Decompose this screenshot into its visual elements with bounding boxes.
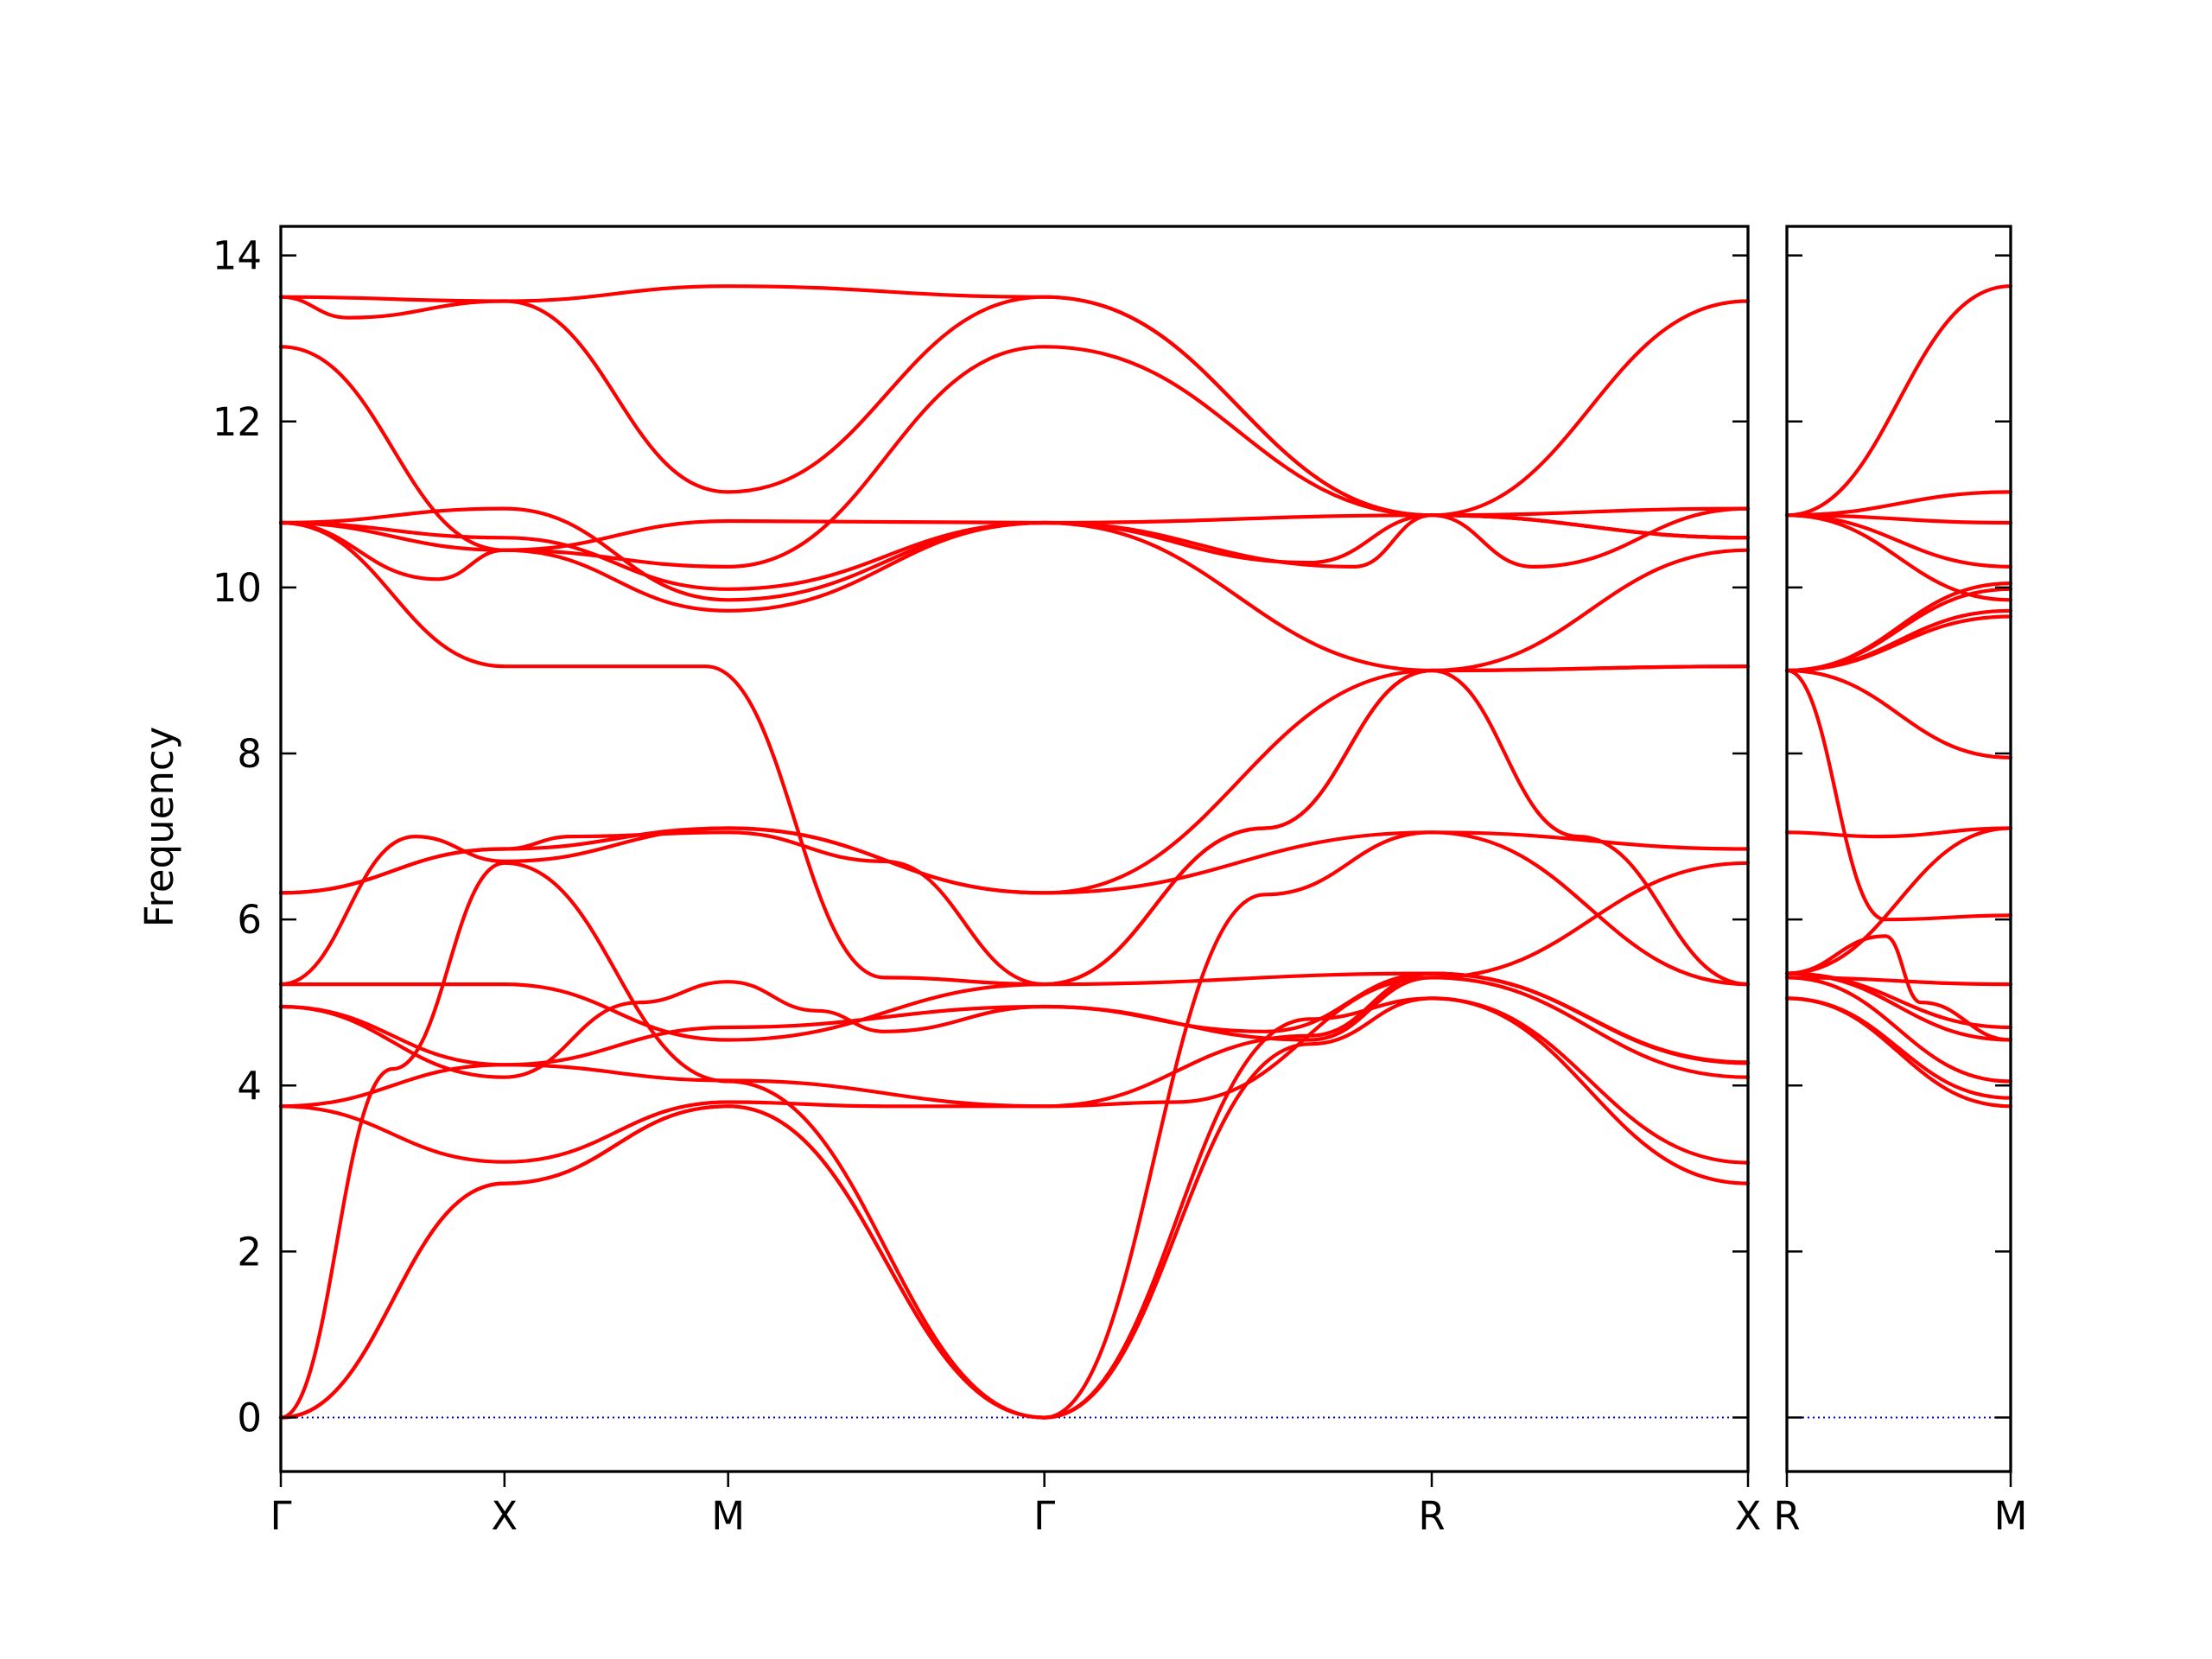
y-tick-label: 12: [213, 399, 262, 445]
y-tick-label: 8: [237, 731, 262, 777]
band-line-1: [1784, 996, 2013, 1109]
band-line-19: [278, 284, 1751, 540]
band-line-5: [1784, 971, 2013, 1030]
band-line-18: [278, 295, 1751, 518]
x-tick-label: Γ: [270, 1493, 291, 1539]
band-line-14: [1784, 587, 2013, 673]
band-line-20: [1784, 284, 2013, 518]
y-tick-label: 10: [213, 565, 262, 611]
band-line-15: [1784, 582, 2013, 673]
y-tick-label: 2: [237, 1229, 262, 1274]
x-tick-label: Γ: [1033, 1493, 1055, 1539]
y-tick-label: 14: [213, 233, 262, 279]
band-line-10: [1784, 668, 2013, 922]
band-line-8: [1784, 826, 2013, 976]
x-tick-label: R: [1418, 1493, 1445, 1539]
y-tick-label: 0: [237, 1395, 262, 1441]
y-tick-label: 4: [237, 1063, 262, 1109]
band-line-13: [278, 520, 1751, 673]
y-tick-label: 6: [237, 897, 262, 943]
band-line-16: [278, 513, 1751, 569]
band-line-7: [1784, 934, 2013, 1042]
band-line-3: [278, 830, 1751, 1420]
band-line-19: [1784, 490, 2013, 518]
x-tick-label: X: [491, 1493, 518, 1539]
x-tick-label: X: [1735, 1493, 1762, 1539]
band-line-9: [278, 826, 1751, 987]
plot-frame: [1785, 225, 2012, 1473]
band-line-7: [278, 971, 1751, 1067]
band-line-1: [278, 996, 1751, 1420]
band-line-6: [1784, 976, 2013, 987]
band-line-8: [278, 971, 1751, 1065]
x-tick-label: M: [1994, 1493, 2028, 1539]
band-line-11: [278, 548, 1751, 987]
panel-1: 0 2 4 6 8 10 12 14 Γ X M Γ R X: [213, 225, 1762, 1539]
band-line-6: [278, 861, 1751, 1079]
band-line-17: [278, 345, 1751, 569]
band-line-11: [1784, 668, 2013, 760]
plot-frame: [279, 225, 1750, 1473]
band-line-3: [1784, 976, 2013, 1084]
band-line-12: [1784, 614, 2013, 673]
band-line-15: [278, 513, 1751, 591]
band-line-2: [1784, 996, 2013, 1100]
y-axis-title: Frequency: [137, 727, 182, 927]
band-line-5: [278, 971, 1751, 1109]
band-line-17: [1784, 513, 2013, 569]
band-line-12: [278, 520, 1751, 987]
x-tick-label: M: [711, 1493, 745, 1539]
band-line-2: [278, 996, 1751, 1420]
band-line-9: [1784, 826, 2013, 839]
x-tick-label: R: [1773, 1493, 1800, 1539]
